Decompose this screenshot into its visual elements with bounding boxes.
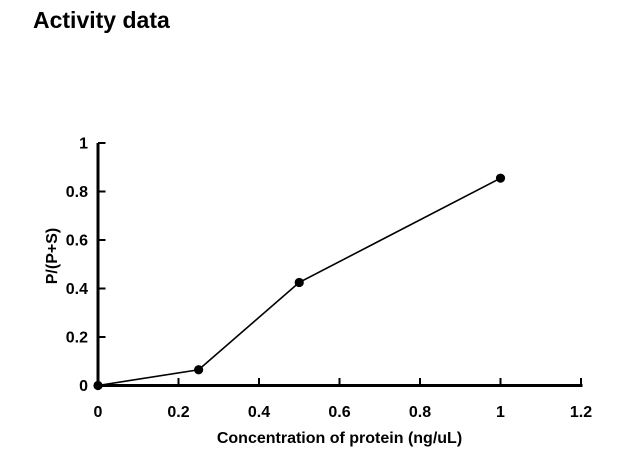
y-tick-label: 0.4 [66, 281, 88, 298]
y-tick-label: 0.6 [66, 233, 88, 250]
x-tick-label: 0.6 [328, 404, 350, 421]
series-line [97, 177, 501, 387]
y-tick-label: 1 [79, 136, 88, 153]
x-tick-label: 1 [496, 404, 505, 421]
y-tick-label: 0.2 [66, 330, 88, 347]
x-tick-label: 1.2 [570, 404, 592, 421]
y-tick-label: 0 [79, 378, 88, 395]
x-tick-label: 0.8 [409, 404, 431, 421]
x-tick-label: 0 [94, 404, 103, 421]
y-tick-label: 0.8 [66, 184, 88, 201]
data-point [194, 365, 204, 375]
data-point [294, 277, 304, 288]
chart-title: Activity data [33, 7, 170, 33]
x-axis-title: Concentration of protein (ng/uL) [217, 430, 462, 447]
x-tick-label: 0.4 [248, 404, 270, 421]
data-point [495, 173, 506, 183]
data-point [93, 380, 103, 391]
y-axis-title: P/(P+S) [44, 228, 61, 284]
x-tick-label: 0.2 [167, 404, 189, 421]
